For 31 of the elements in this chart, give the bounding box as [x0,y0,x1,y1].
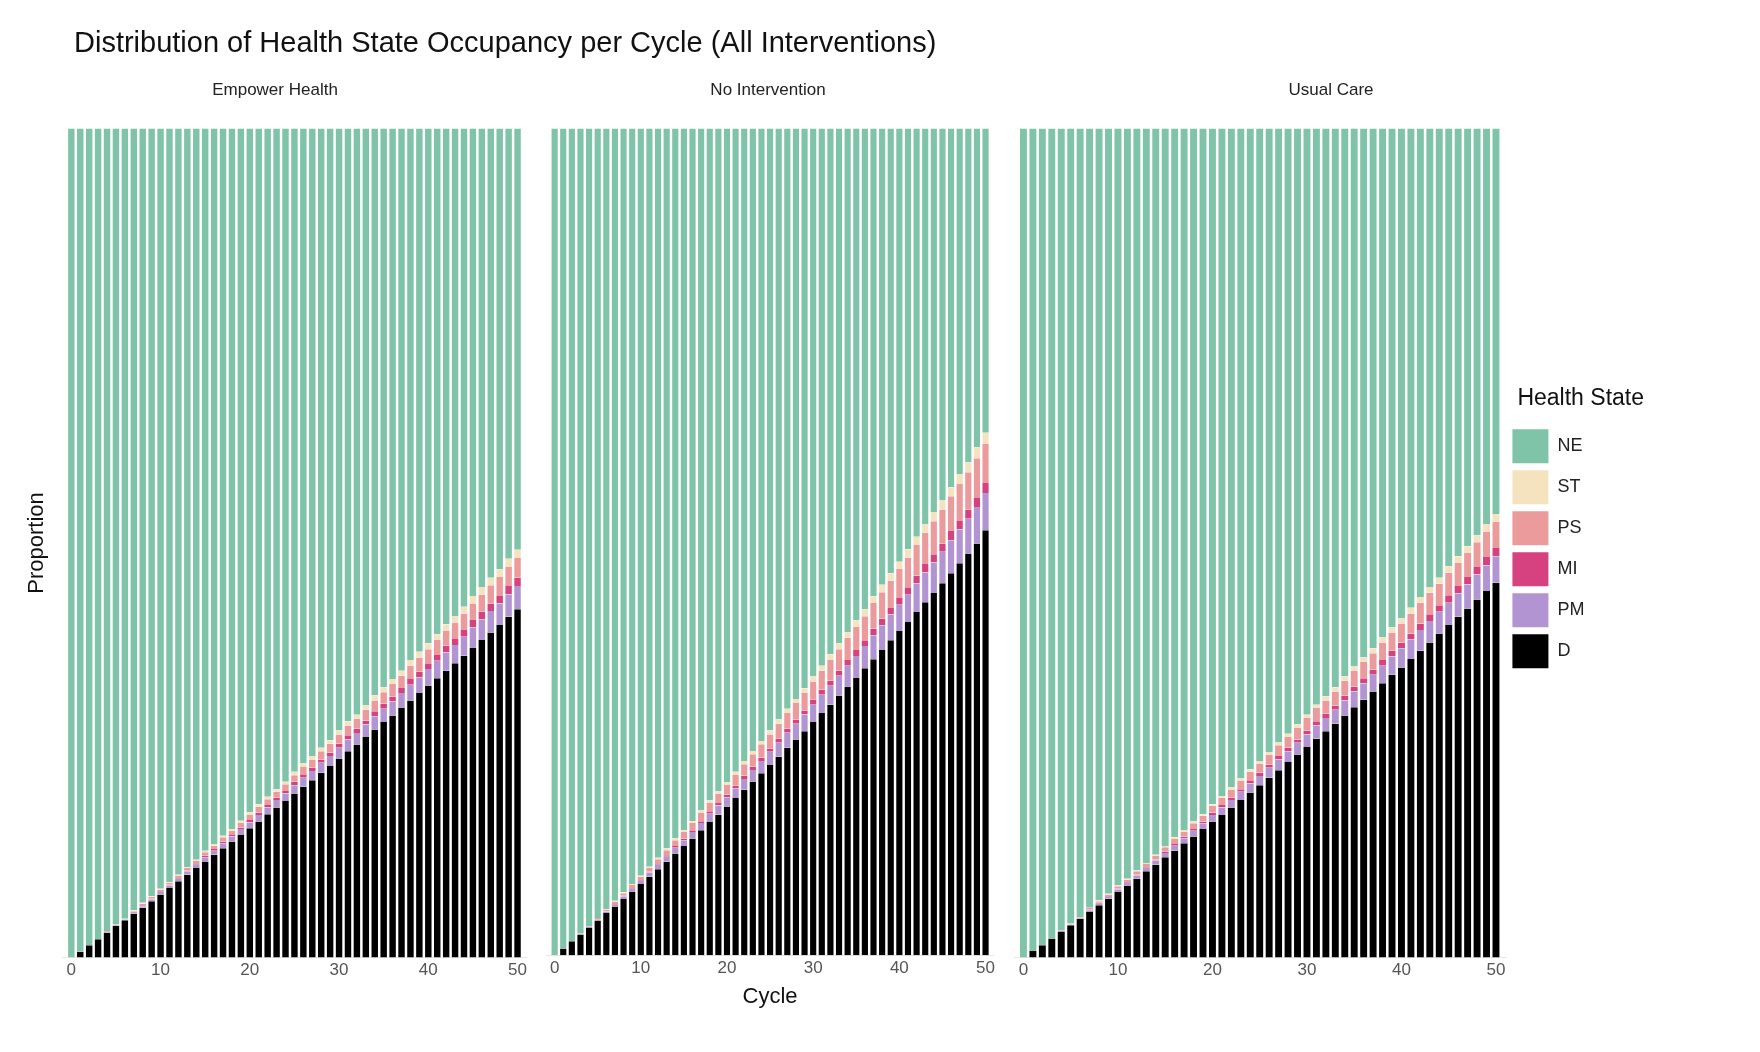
x-tick-label: 0 [549,958,560,978]
x-tick-label: 20 [1203,960,1222,980]
x-tick-label: 40 [418,960,438,980]
legend-label: PM [1557,599,1585,620]
x-tick-label: 30 [329,960,349,980]
x-tick-label: 0 [1018,960,1029,980]
x-tick-label: 40 [889,958,909,978]
legend-title: Health State [1517,383,1645,410]
x-tick-label: 40 [1392,960,1411,980]
x-tick-label: 30 [803,958,823,978]
x-tick-label: 0 [66,960,77,980]
y-axis-title: Proportion [23,492,49,594]
chart-subtitle: Usual Care [1288,79,1374,99]
x-tick-label: 50 [976,958,996,978]
x-tick-label: 20 [240,960,260,980]
x-tick-label: 10 [1108,960,1128,980]
chart-subtitle: Empower Health [212,79,338,99]
legend-label: D [1557,640,1571,661]
x-tick-label: 20 [717,958,737,978]
x-tick-label: 10 [151,960,171,980]
x-axis-title: Cycle [742,982,798,1008]
chart-title: Distribution of Health State Occupancy per Cycle (All Interventions) [74,26,937,59]
legend-label: MI [1557,558,1578,579]
legend-label: ST [1557,476,1581,497]
x-tick-label: 50 [508,960,528,980]
legend-label: PS [1557,517,1582,538]
legend-label: NE [1557,435,1583,456]
chart-subtitle: No Intervention [710,79,826,99]
x-tick-label: 30 [1297,960,1317,980]
x-tick-label: 10 [631,958,651,978]
x-tick-label: 50 [1486,960,1506,980]
